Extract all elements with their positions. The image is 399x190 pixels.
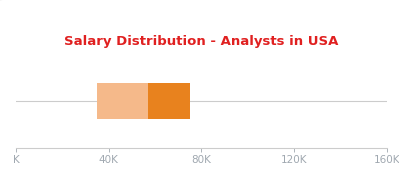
Bar <box>148 83 190 119</box>
Title: Salary Distribution - Analysts in USA: Salary Distribution - Analysts in USA <box>64 35 339 48</box>
Bar <box>97 83 148 119</box>
